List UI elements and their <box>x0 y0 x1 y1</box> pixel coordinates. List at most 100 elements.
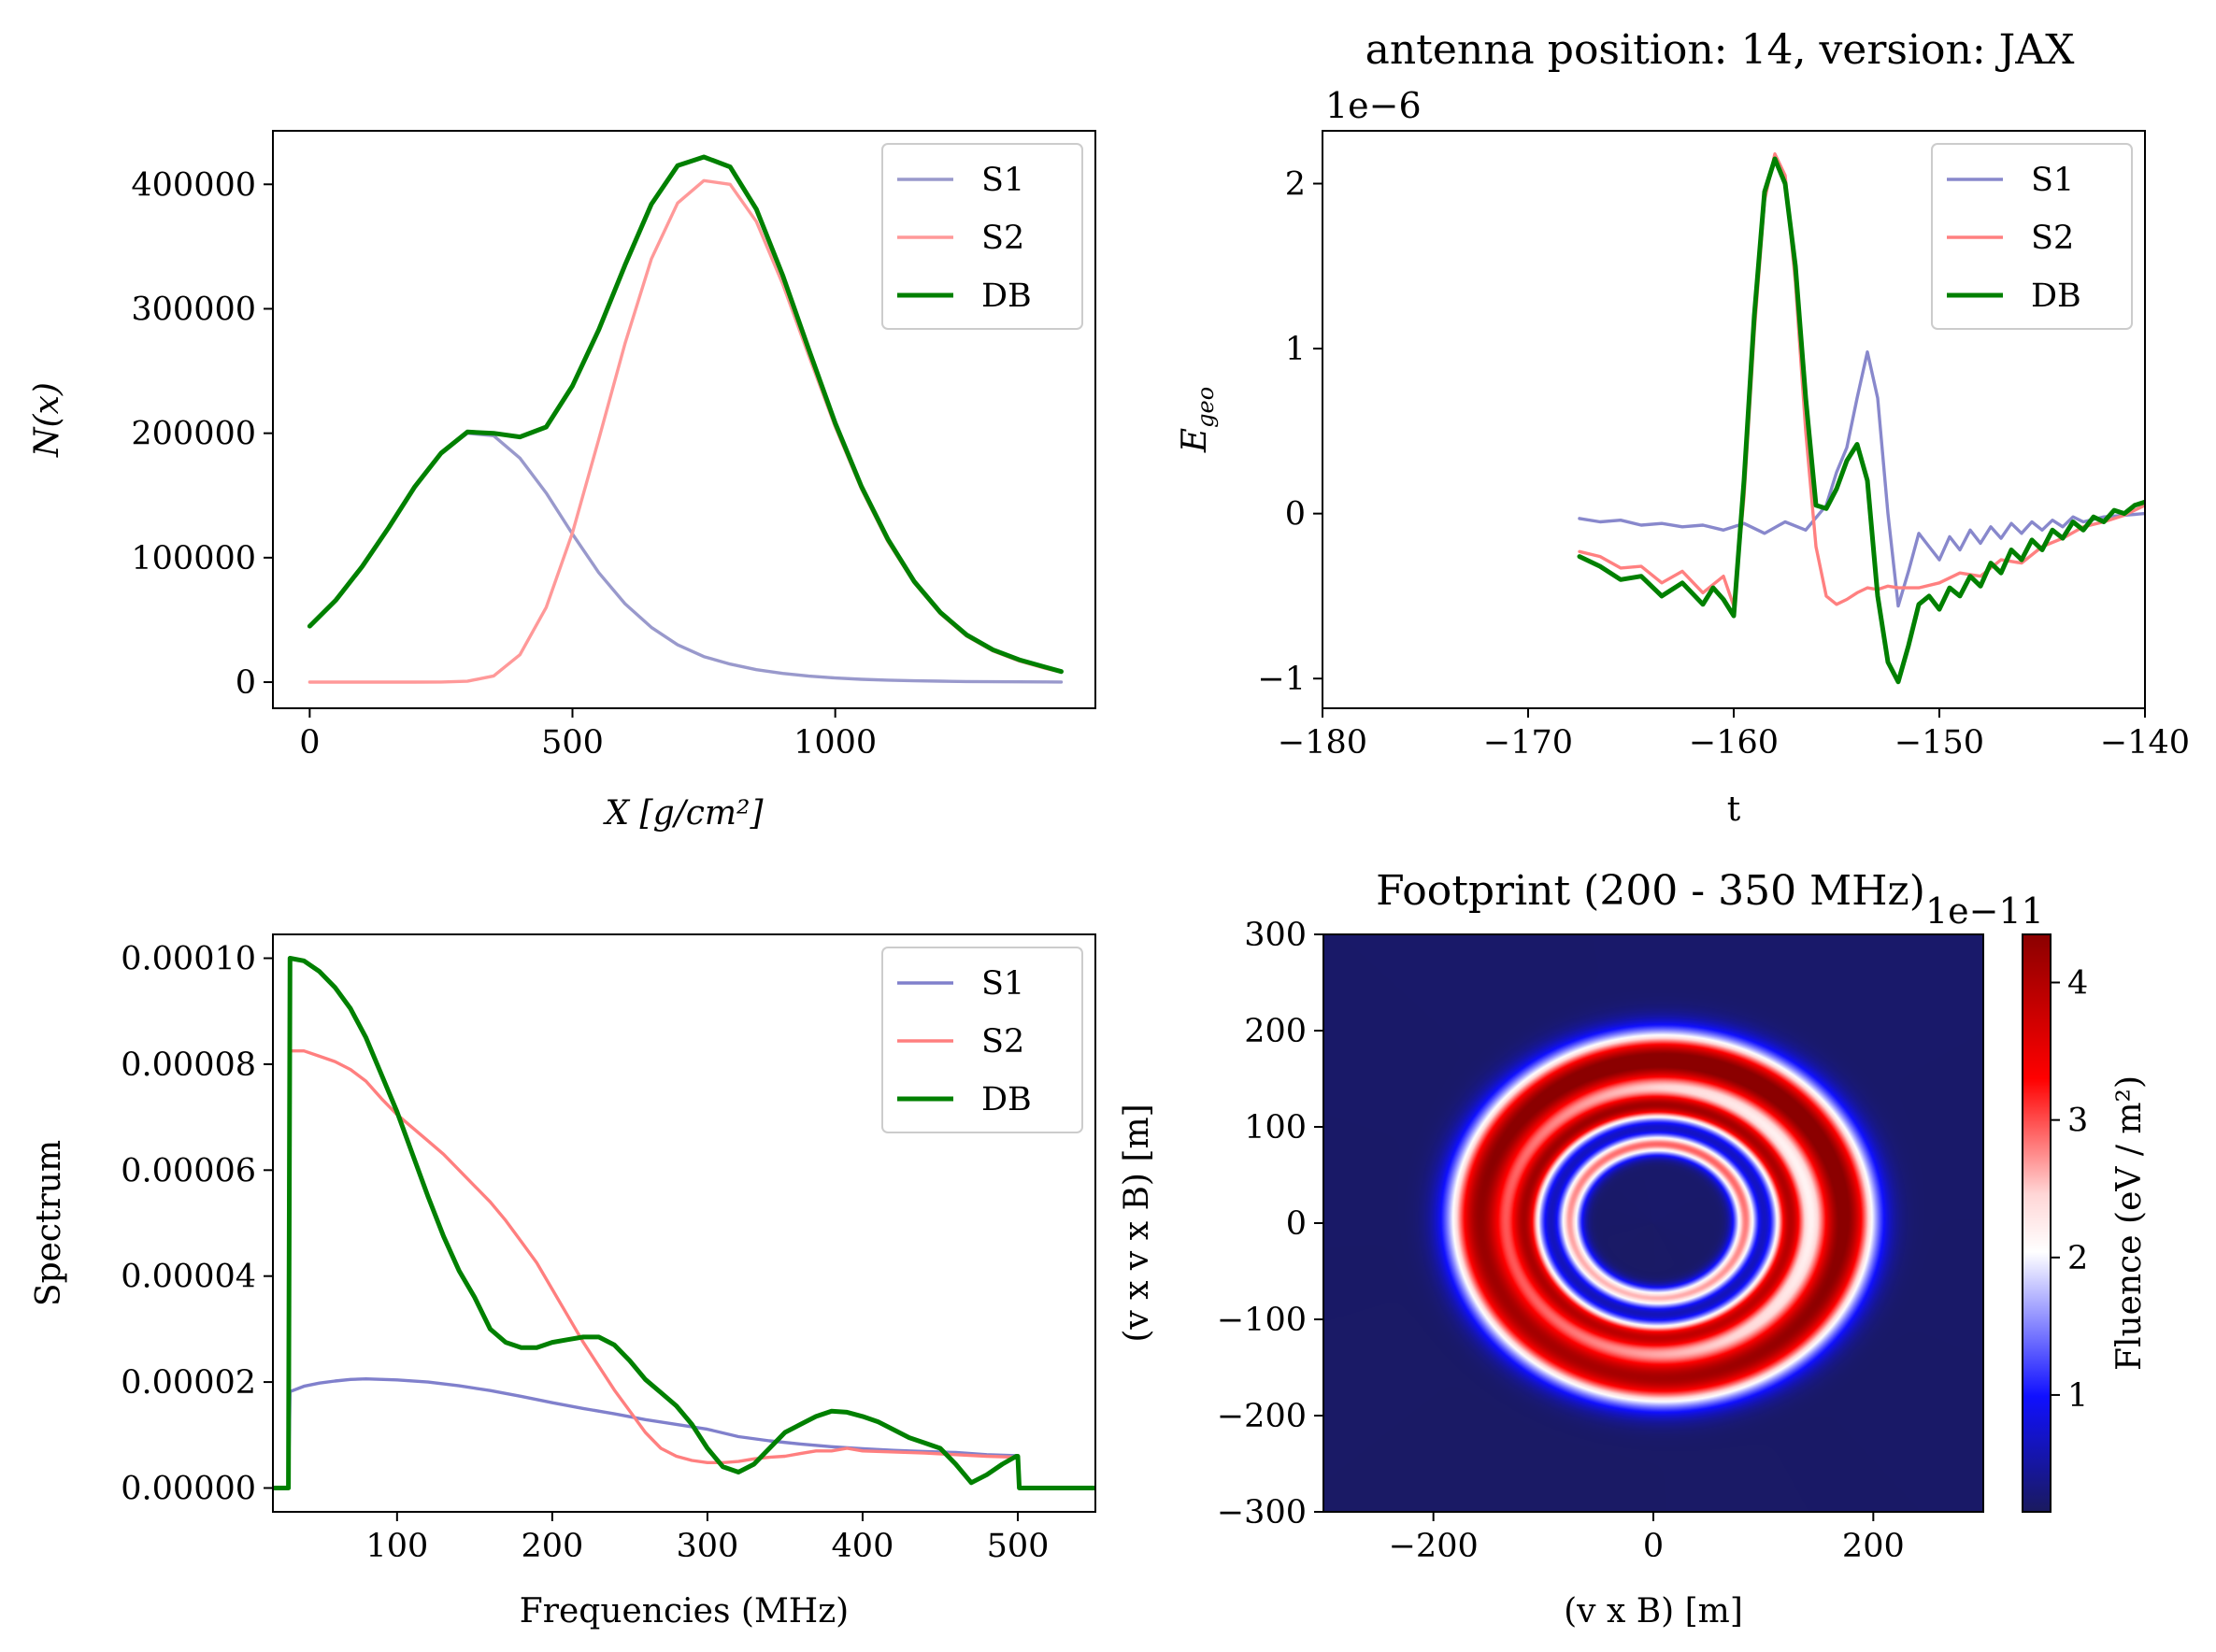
footprint-y-tick-label: 100 <box>1244 1109 1307 1146</box>
footprint-y-tick-label: 300 <box>1244 917 1307 954</box>
spectrum-x-tick-label: 400 <box>832 1528 894 1565</box>
shower-profile-legend-label-s1: S1 <box>981 162 1024 199</box>
footprint-y-tick-label: −200 <box>1217 1398 1307 1435</box>
shower-profile-series-db <box>307 154 1064 675</box>
shower-profile-y-tick-label: 300000 <box>131 291 256 328</box>
electric-field-y-label: Egeo <box>1176 387 1219 453</box>
spectrum-x-tick-label: 200 <box>521 1528 583 1565</box>
electric-field-y-ticks: −1 0 1 2 <box>1257 166 1322 698</box>
shower-profile-x-tick-label: 500 <box>541 724 604 762</box>
electric-field-title: antenna position: 14, version: JAX <box>1365 26 2075 74</box>
shower-profile-x-tick-label: 0 <box>299 724 320 762</box>
footprint-x-tick-label: 200 <box>1842 1528 1905 1565</box>
electric-field-y-label-main: E <box>1176 428 1214 453</box>
shower-profile-y-label: N(x) <box>28 382 66 458</box>
footprint-x-tick-label: 0 <box>1643 1528 1664 1565</box>
spectrum-legend-label-db: DB <box>981 1081 1032 1118</box>
spectrum-x-tick-label: 500 <box>987 1528 1050 1565</box>
electric-field-x-tick-label: −180 <box>1278 724 1367 762</box>
shower-profile-lines <box>307 154 1064 684</box>
shower-profile-x-label: X [g/cm²] <box>602 794 764 833</box>
shower-profile-legend-label-db: DB <box>981 278 1032 315</box>
spectrum-legend-box <box>881 947 1083 1133</box>
electric-field-offset-label: 1e−6 <box>1325 85 1422 126</box>
colorbar-tick-label: 2 <box>2067 1240 2088 1277</box>
spectrum-x-label: Frequencies (MHz) <box>520 1592 849 1631</box>
electric-field-y-tick-label: 1 <box>1285 331 1306 368</box>
electric-field-series-db <box>1577 156 2145 685</box>
spectrum-y-tick-label: 0.00000 <box>121 1470 256 1507</box>
colorbar-tick-label: 1 <box>2067 1377 2088 1415</box>
shower-profile-y-ticks: 0 100000 200000 300000 400000 <box>131 166 273 702</box>
footprint-y-tick-label: 0 <box>1286 1205 1307 1243</box>
colorbar-tick-label: 4 <box>2067 965 2088 1003</box>
shower-profile-legend-label-s2: S2 <box>981 220 1024 257</box>
spectrum-y-ticks: 0.00000 0.00002 0.00004 0.00006 0.00008 0.000… <box>121 941 273 1507</box>
footprint-y-tick-label: −300 <box>1217 1494 1307 1531</box>
spectrum-y-tick-label: 0.00008 <box>121 1047 256 1084</box>
footprint-x-tick-label: −200 <box>1389 1528 1479 1565</box>
spectrum-y-tick-label: 0.00010 <box>121 941 256 978</box>
footprint-title: Footprint (200 - 350 MHz) <box>1376 867 1925 915</box>
colorbar-label: Fluence (eV / m²) <box>2110 1075 2149 1371</box>
electric-field-series-s2 <box>1578 151 2145 608</box>
electric-field-y-tick-label: 0 <box>1285 496 1306 534</box>
spectrum-lines <box>273 956 1095 1490</box>
colorbar <box>2022 933 2052 1513</box>
spectrum-x-tick-label: 100 <box>365 1528 428 1565</box>
shower-profile-y-tick-label: 400000 <box>131 166 256 204</box>
shower-profile-legend: S1 S2 DB <box>881 143 1083 330</box>
spectrum-series-db <box>273 956 1095 1490</box>
electric-field-x-tick-label: −150 <box>1894 724 1984 762</box>
spectrum-legend-label-s2: S2 <box>981 1023 1024 1061</box>
spectrum-series-s2 <box>273 1048 1020 1490</box>
footprint-y-tick-label: −100 <box>1217 1302 1307 1339</box>
electric-field-series-s1 <box>1578 349 2145 608</box>
spectrum-y-label: Spectrum <box>30 1140 68 1306</box>
shower-profile-y-tick-label: 100000 <box>131 540 256 577</box>
electric-field-legend-label-s2: S2 <box>2031 220 2074 257</box>
spectrum-x-ticks: 100 200 300 400 500 <box>365 1512 1049 1565</box>
spectrum-y-tick-label: 0.00002 <box>121 1364 256 1402</box>
footprint-y-ticks: −300 −200 −100 0 100 200 300 <box>1217 917 1323 1531</box>
electric-field-legend-label-s1: S1 <box>2031 162 2074 199</box>
electric-field-legend-box <box>1931 143 2133 330</box>
footprint-x-ticks: −200 0 200 <box>1389 1512 1905 1565</box>
shower-profile-y-tick-label: 0 <box>236 664 256 702</box>
spectrum-x-tick-label: 300 <box>676 1528 738 1565</box>
footprint-panel: Footprint (200 - 350 MHz) −200 0 200 −300−… <box>1118 867 2149 1631</box>
spectrum-legend: S1 S2 DB <box>881 947 1083 1133</box>
footprint-heatmap-canvas <box>1323 934 1983 1512</box>
shower-profile-frame <box>272 130 1096 709</box>
footprint-x-label: (v x B) [m] <box>1564 1592 1743 1631</box>
electric-field-legend: S1 S2 DB <box>1931 143 2133 330</box>
spectrum-y-tick-label: 0.00004 <box>121 1259 256 1296</box>
colorbar-tick-label: 3 <box>2067 1103 2088 1140</box>
electric-field-y-tick-label: −1 <box>1257 661 1306 698</box>
footprint-y-label: (v x v x B) [m] <box>1118 1104 1156 1342</box>
spectrum-y-tick-label: 0.00006 <box>121 1152 256 1189</box>
electric-field-lines <box>1577 151 2145 685</box>
shower-profile-legend-box <box>881 143 1083 330</box>
footprint-heatmap <box>1323 934 1983 1512</box>
colorbar-offset-label: 1e−11 <box>1925 890 2044 932</box>
electric-field-x-label: t <box>1727 790 1741 829</box>
electric-field-x-ticks: −180 −170 −160 −150 −140 <box>1278 708 2190 762</box>
shower-profile-y-tick-label: 200000 <box>131 416 256 453</box>
electric-field-y-label-sub: geo <box>1193 387 1219 428</box>
electric-field-x-tick-label: −140 <box>2100 724 2190 762</box>
spectrum-legend-label-s1: S1 <box>981 965 1024 1003</box>
footprint-y-tick-label: 200 <box>1244 1013 1307 1050</box>
electric-field-x-tick-label: −160 <box>1689 724 1779 762</box>
shower-profile-x-tick-label: 1000 <box>793 724 877 762</box>
electric-field-y-tick-label: 2 <box>1285 166 1306 204</box>
electric-field-legend-label-db: DB <box>2031 278 2081 315</box>
electric-field-panel: antenna position: 14, version: JAX 1e−6 … <box>1176 26 2190 829</box>
shower-profile-x-ticks: 0 500 1000 <box>299 708 877 762</box>
colorbar-ticks: 1 2 3 4 <box>2051 965 2088 1415</box>
electric-field-x-tick-label: −170 <box>1483 724 1573 762</box>
shower-profile-series-s1 <box>307 432 1064 684</box>
spectrum-series-s1 <box>273 1376 1020 1490</box>
spectrum-frame <box>272 933 1096 1513</box>
